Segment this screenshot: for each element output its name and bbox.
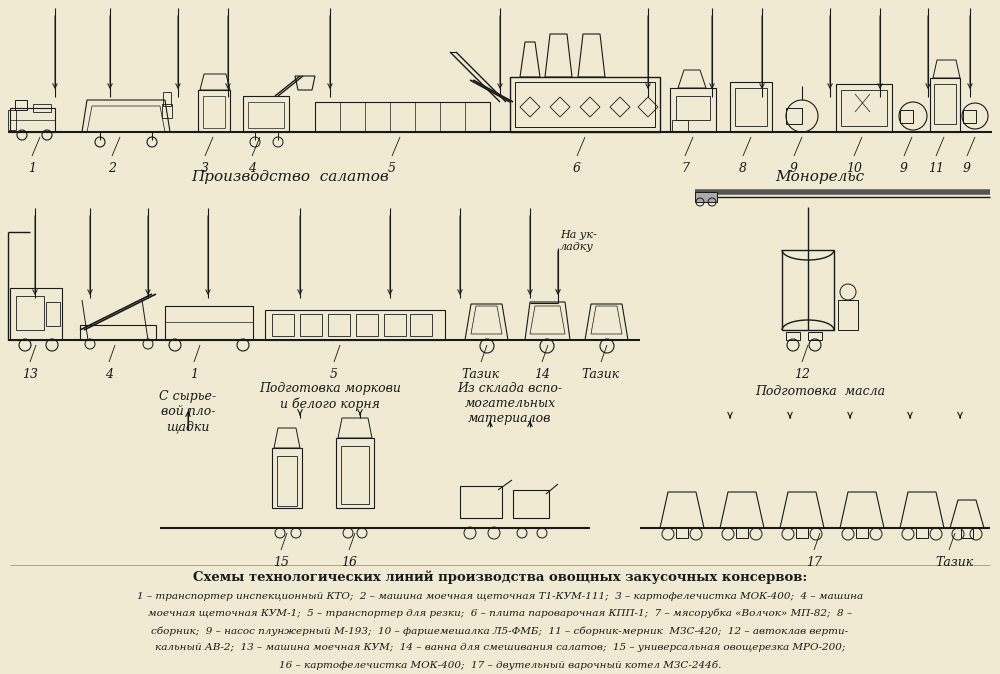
Text: Подготовка моркови
и белого корня: Подготовка моркови и белого корня <box>259 382 401 410</box>
Text: На ук-
ладку: На ук- ладку <box>560 230 597 251</box>
Bar <box>410 314 432 336</box>
Bar <box>963 110 976 123</box>
Text: 9: 9 <box>963 162 971 175</box>
Bar <box>916 528 928 538</box>
Bar <box>841 90 887 126</box>
Bar <box>8 110 16 130</box>
Bar <box>695 192 717 202</box>
Text: С сырье-
вой пло-
щадки: С сырье- вой пло- щадки <box>159 390 217 433</box>
Bar <box>265 310 445 340</box>
Bar <box>277 456 297 506</box>
Text: 11: 11 <box>928 162 944 175</box>
Text: Производство  салатов: Производство салатов <box>191 170 389 184</box>
Text: 5: 5 <box>330 368 338 381</box>
Text: 8: 8 <box>739 162 747 175</box>
Bar <box>328 314 350 336</box>
Bar <box>510 77 660 132</box>
Bar <box>10 108 55 132</box>
Bar <box>243 96 289 132</box>
Bar <box>15 100 27 110</box>
Bar <box>165 306 253 340</box>
Text: 1: 1 <box>190 368 198 381</box>
Bar <box>272 314 294 336</box>
Bar <box>676 528 688 538</box>
Bar <box>730 82 772 132</box>
Text: 16 – картофелечистка МОК-400;  17 – двутельный варочный котел МЗС-244б.: 16 – картофелечистка МОК-400; 17 – двуте… <box>279 660 721 669</box>
Bar <box>782 250 834 330</box>
Text: Тазик: Тазик <box>462 368 500 381</box>
Text: 4: 4 <box>248 162 256 175</box>
Bar <box>513 490 549 518</box>
Bar <box>736 528 748 538</box>
Text: 5: 5 <box>388 162 396 175</box>
Text: 4: 4 <box>105 368 113 381</box>
Bar <box>16 296 44 330</box>
Bar <box>735 88 767 126</box>
Bar <box>341 446 369 504</box>
Text: Тазик: Тазик <box>582 368 620 381</box>
Bar <box>515 82 655 127</box>
Text: кальный АВ-2;  13 – машина моечная КУМ;  14 – ванна для смешивания салатов;  15 : кальный АВ-2; 13 – машина моечная КУМ; 1… <box>155 643 845 652</box>
Bar <box>336 438 374 508</box>
Text: 9: 9 <box>900 162 908 175</box>
Text: 6: 6 <box>573 162 581 175</box>
Text: Тазик: Тазик <box>936 556 974 569</box>
Bar <box>315 102 490 132</box>
Text: моечная щеточная КУМ-1;  5 – транспортер для резки;  6 – плита пароварочная КПП-: моечная щеточная КУМ-1; 5 – транспортер … <box>148 609 852 619</box>
Text: 13: 13 <box>22 368 38 381</box>
Text: Схемы технологических линий производства овощных закусочных консервов:: Схемы технологических линий производства… <box>193 570 807 584</box>
Text: 17: 17 <box>806 556 822 569</box>
Bar <box>300 314 322 336</box>
Bar <box>961 528 973 538</box>
Bar <box>272 448 302 508</box>
Text: 1 – транспортер инспекционный КТО;  2 – машина моечная щеточная Т1-КУМ-111;  3 –: 1 – транспортер инспекционный КТО; 2 – м… <box>137 592 863 601</box>
Bar <box>163 92 171 106</box>
Text: Подготовка  масла: Подготовка масла <box>755 385 885 398</box>
Bar <box>808 332 822 340</box>
Text: 16: 16 <box>341 556 357 569</box>
Bar <box>248 102 284 128</box>
Text: 2: 2 <box>108 162 116 175</box>
Bar <box>384 314 406 336</box>
Bar <box>856 528 868 538</box>
Bar <box>162 104 172 118</box>
Text: 7: 7 <box>681 162 689 175</box>
Text: 12: 12 <box>794 368 810 381</box>
Bar <box>356 314 378 336</box>
Bar <box>930 78 960 132</box>
Text: 1: 1 <box>28 162 36 175</box>
Bar <box>934 84 956 124</box>
Bar <box>786 332 800 340</box>
Bar <box>796 528 808 538</box>
Text: 14: 14 <box>534 368 550 381</box>
Bar <box>676 96 710 120</box>
Bar <box>33 104 51 112</box>
Bar <box>10 288 62 340</box>
Text: Монорельс: Монорельс <box>775 170 865 184</box>
Bar <box>838 300 858 330</box>
Bar <box>836 84 892 132</box>
Bar <box>900 110 913 123</box>
Bar <box>46 302 60 326</box>
Bar <box>203 96 225 128</box>
Bar <box>786 108 802 124</box>
Bar <box>198 90 230 132</box>
Text: 10: 10 <box>846 162 862 175</box>
Text: Из склада вспо-
могательных
материалов: Из склада вспо- могательных материалов <box>457 382 563 425</box>
Bar <box>672 120 688 132</box>
Text: 9: 9 <box>790 162 798 175</box>
Text: 3: 3 <box>201 162 209 175</box>
Text: 15: 15 <box>273 556 289 569</box>
Text: сборник;  9 – насос плунжерный М-193;  10 – фаршемешалка Л5-ФМБ;  11 – сборник-м: сборник; 9 – насос плунжерный М-193; 10 … <box>151 626 849 636</box>
Bar <box>80 325 156 340</box>
Bar <box>670 88 716 132</box>
Bar <box>460 486 502 518</box>
